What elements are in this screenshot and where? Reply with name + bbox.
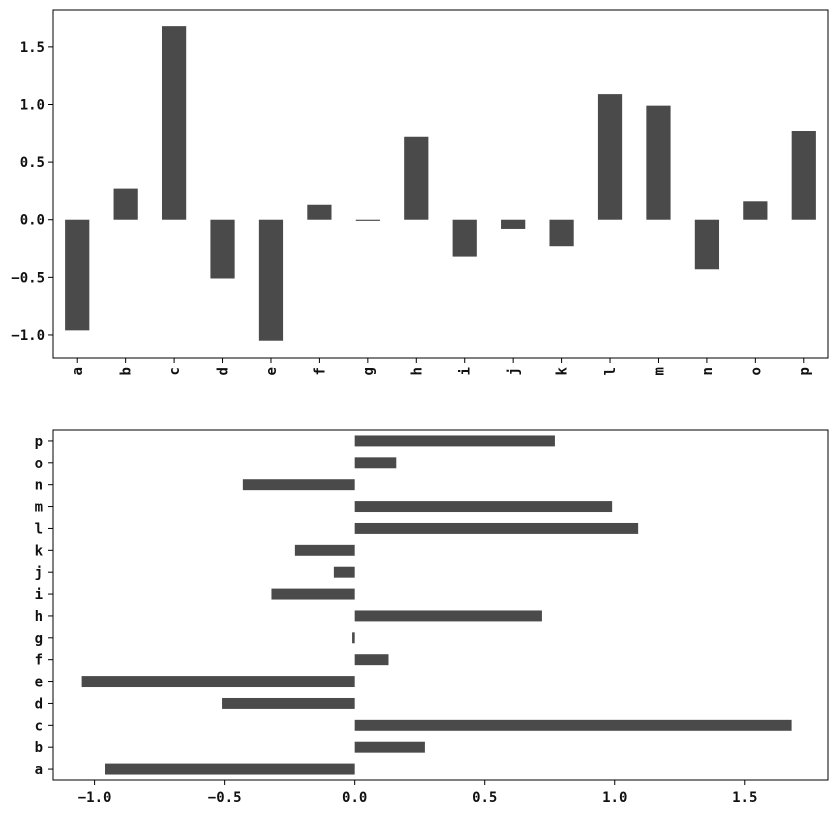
bar-b [113, 188, 138, 220]
x-tick-label: l [603, 367, 619, 375]
x-tick-label: k [555, 366, 571, 375]
y-tick-label: d [35, 696, 43, 712]
x-tick-label: m [651, 367, 667, 375]
y-tick-label: f [35, 653, 43, 669]
y-tick-label: k [35, 543, 44, 559]
hbar-h [354, 610, 542, 622]
bar-n [694, 219, 720, 270]
y-tick-label: a [35, 762, 43, 778]
hbar-k [294, 544, 355, 556]
y-tick-label: −1.0 [11, 328, 45, 344]
x-tick-label: b [119, 367, 135, 375]
hbar-a [105, 763, 355, 775]
x-tick-label: o [748, 367, 764, 375]
bar-o [743, 201, 768, 220]
hbar-f [354, 654, 389, 666]
hbar-j [333, 566, 355, 578]
y-tick-label: o [35, 456, 43, 472]
top-axes-frame [52, 9, 829, 359]
bar-e [258, 219, 284, 341]
bar-h [404, 136, 429, 220]
bar-a [65, 219, 90, 331]
y-tick-label: 1.0 [20, 97, 45, 113]
y-tick-label: p [35, 434, 43, 450]
x-tick-label: f [312, 367, 328, 375]
bar-p [791, 130, 816, 220]
x-tick-label: 0.0 [342, 790, 367, 806]
x-tick-label: g [361, 367, 377, 375]
bar-g [355, 219, 380, 221]
x-tick-label: −0.5 [208, 790, 242, 806]
hbar-i [271, 588, 355, 600]
top-y-ticks: −1.0 −0.5 0.0 0.5 1.0 1.5 [11, 40, 53, 344]
y-tick-label: j [35, 565, 43, 581]
hbar-c [354, 719, 792, 731]
y-tick-label: l [35, 521, 43, 537]
bottom-x-ticks: −1.0 −0.5 0.0 0.5 1.0 1.5 [78, 780, 757, 806]
hbar-m [354, 501, 613, 513]
hbar-g [352, 632, 355, 644]
x-tick-label: h [409, 367, 425, 375]
x-tick-label: −1.0 [78, 790, 112, 806]
top-bars [65, 26, 816, 341]
bottom-bars [81, 435, 792, 775]
hbar-l [354, 522, 639, 534]
y-tick-label: 0.5 [20, 155, 45, 171]
y-tick-label: 1.5 [20, 40, 45, 56]
bottom-axes-frame [52, 429, 829, 781]
hbar-n [242, 479, 355, 491]
y-tick-label: g [35, 631, 43, 647]
hbar-d [222, 697, 355, 709]
x-tick-label: d [216, 367, 232, 375]
x-tick-label: i [458, 367, 474, 375]
x-tick-label: 1.5 [732, 790, 757, 806]
bar-k [549, 219, 574, 247]
bar-l [597, 94, 623, 220]
y-tick-label: b [35, 740, 43, 756]
bar-f [307, 204, 332, 220]
bar-m [646, 105, 671, 220]
bar-j [501, 219, 526, 229]
x-tick-label: a [70, 367, 86, 375]
x-tick-label: p [797, 367, 813, 375]
bar-c [161, 26, 187, 220]
x-tick-label: e [264, 367, 280, 375]
y-tick-label: h [35, 609, 43, 625]
y-tick-label: n [35, 478, 43, 494]
bar-d [210, 219, 235, 279]
bar-i [452, 219, 477, 257]
hbar-o [354, 457, 397, 469]
y-tick-label: m [35, 500, 43, 516]
x-tick-label: n [700, 367, 716, 375]
x-tick-label: j [506, 367, 522, 375]
top-x-ticks: a b c d e f g h i j k l m n o p [70, 358, 813, 375]
x-tick-label: 1.0 [602, 790, 627, 806]
x-tick-label: 0.5 [472, 790, 497, 806]
y-tick-label: c [35, 718, 43, 734]
hbar-e [81, 676, 355, 688]
y-tick-label: −0.5 [11, 270, 45, 286]
vertical-bar-chart: −1.0 −0.5 0.0 0.5 1.0 1.5 a b c d e f g h i j k l m n o p [11, 9, 829, 375]
y-tick-label: e [35, 675, 43, 691]
hbar-b [354, 741, 425, 753]
y-tick-label: i [35, 587, 43, 603]
x-tick-label: c [167, 367, 183, 375]
hbar-p [354, 435, 555, 447]
y-tick-label: 0.0 [20, 213, 45, 229]
